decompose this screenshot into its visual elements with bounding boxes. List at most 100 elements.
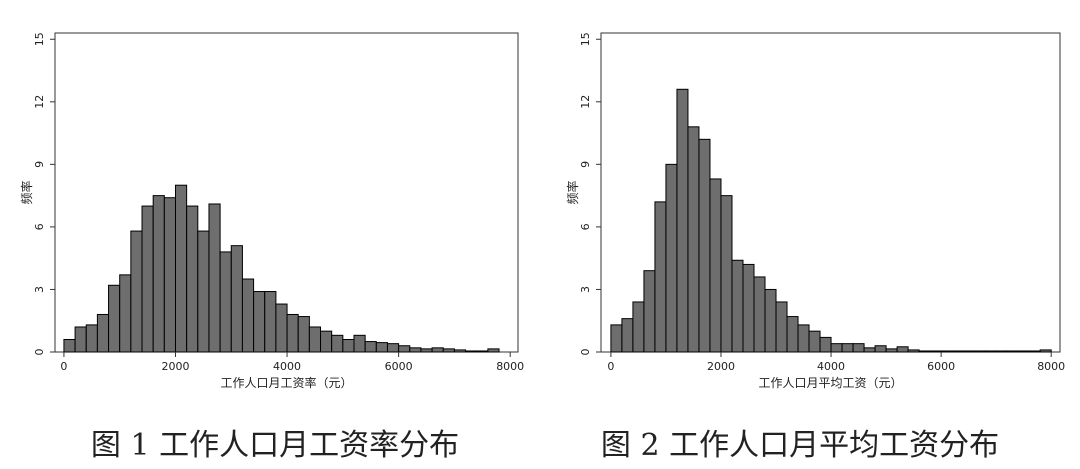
bar <box>753 276 766 353</box>
x-axis-label: 工作人口月平均工资（元） <box>758 376 902 390</box>
bar <box>621 318 634 353</box>
bar <box>241 278 255 353</box>
bar <box>353 334 366 353</box>
bar <box>386 343 400 353</box>
caption: 图 1 工作人口月工资率分布 <box>91 428 459 463</box>
bar <box>1017 350 1030 353</box>
bar <box>698 138 711 353</box>
bar <box>320 330 333 353</box>
bar <box>208 203 221 353</box>
x-axis-label: 工作人口月工资率（元） <box>220 375 352 390</box>
bar <box>342 338 355 353</box>
bar <box>874 345 887 353</box>
bar <box>687 126 700 353</box>
x-tick-label: 4000 <box>817 360 845 373</box>
bar <box>830 343 843 353</box>
y-tick-label: 9 <box>33 161 46 168</box>
bar <box>797 324 810 353</box>
bar <box>654 201 667 353</box>
bar <box>453 349 467 353</box>
bar <box>141 205 154 353</box>
bar <box>984 350 997 353</box>
bar <box>665 163 678 353</box>
y-tick-label: 9 <box>579 161 592 168</box>
y-tick-label: 12 <box>33 95 46 109</box>
bar <box>775 301 788 353</box>
bar <box>720 195 733 353</box>
x-tick-label: 4000 <box>273 360 301 373</box>
y-tick-label: 6 <box>579 223 592 230</box>
bar <box>275 303 288 353</box>
bar <box>643 270 656 353</box>
bar <box>907 349 920 353</box>
y-axis-label: 频率 <box>565 180 580 204</box>
bar <box>331 334 344 353</box>
x-tick-label: 8000 <box>1037 360 1065 373</box>
bar <box>197 230 210 353</box>
bar <box>476 350 489 353</box>
bar <box>731 259 744 353</box>
caption: 图 2 工作人口月平均工资分布 <box>601 428 999 463</box>
bar <box>108 284 121 353</box>
bar <box>442 348 455 353</box>
bar <box>465 350 478 353</box>
y-tick-label: 3 <box>33 286 46 293</box>
bar <box>1006 350 1019 353</box>
bar <box>74 326 87 353</box>
bar <box>610 324 623 353</box>
bar <box>1039 349 1052 353</box>
bar <box>286 313 299 353</box>
bar <box>841 343 854 353</box>
y-tick-label: 6 <box>33 223 46 230</box>
bar <box>420 348 433 353</box>
bar <box>186 205 199 353</box>
y-tick-label: 0 <box>33 349 46 356</box>
y-tick-label: 3 <box>579 286 592 293</box>
bar <box>264 291 277 353</box>
y-axis-label: 频率 <box>19 180 34 204</box>
bar <box>885 348 898 353</box>
bar <box>786 316 799 353</box>
x-tick-label: 0 <box>60 360 67 373</box>
bar <box>431 347 444 353</box>
bar <box>1028 350 1041 353</box>
x-tick-label: 2000 <box>161 360 189 373</box>
bar <box>808 330 821 353</box>
bar <box>918 350 931 353</box>
bar <box>152 195 165 353</box>
bar <box>487 348 500 353</box>
bar <box>174 184 188 353</box>
bar <box>85 324 98 353</box>
bar <box>863 347 876 353</box>
bar <box>951 350 964 353</box>
y-tick-label: 0 <box>579 349 592 356</box>
bar <box>962 350 975 353</box>
bar <box>398 345 411 353</box>
bar <box>375 342 388 353</box>
bar <box>63 338 76 353</box>
bar <box>308 326 322 353</box>
bar <box>742 263 755 353</box>
bar <box>995 350 1008 353</box>
bar <box>119 274 132 353</box>
bar <box>297 316 310 353</box>
bar <box>852 343 865 353</box>
bar <box>940 350 953 353</box>
bar <box>896 346 909 353</box>
y-tick-label: 15 <box>33 32 46 46</box>
bar <box>130 230 143 353</box>
x-tick-label: 2000 <box>707 360 735 373</box>
bar <box>409 347 422 353</box>
bar <box>632 301 645 353</box>
bar <box>219 251 232 353</box>
bar <box>709 178 722 353</box>
bar <box>676 88 689 353</box>
bar <box>253 291 266 353</box>
bar <box>96 313 110 353</box>
y-tick-label: 12 <box>579 95 592 109</box>
y-tick-label: 15 <box>579 32 592 46</box>
x-tick-label: 0 <box>607 360 614 373</box>
x-tick-label: 6000 <box>927 360 955 373</box>
bar <box>764 288 777 353</box>
